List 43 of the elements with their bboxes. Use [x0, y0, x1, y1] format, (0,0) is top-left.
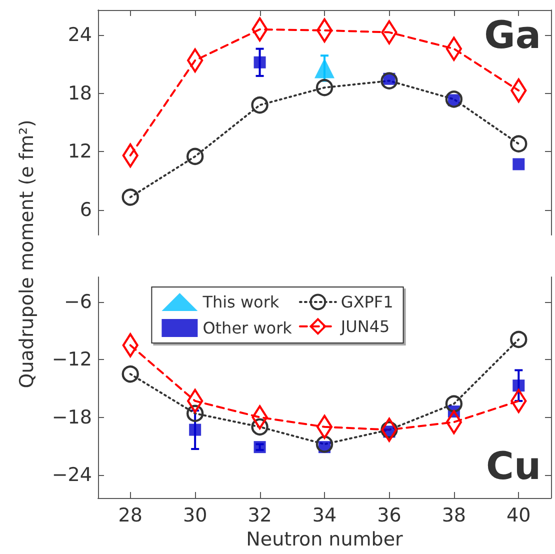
point [122, 365, 139, 383]
point [186, 404, 204, 422]
point [512, 158, 525, 170]
point [380, 421, 398, 438]
y-tick-label: −6 [64, 290, 92, 313]
point [254, 56, 266, 68]
y-axis-title: Quadrupole moment (e fm²) [16, 120, 38, 388]
x-tick-label: 34 [312, 504, 337, 526]
point [189, 424, 202, 436]
x-tick-label: 32 [248, 504, 272, 526]
point [251, 418, 268, 436]
y-tick-label: −18 [52, 406, 92, 428]
point [512, 380, 525, 392]
point [510, 135, 528, 152]
point [510, 330, 528, 348]
point [251, 96, 268, 114]
point [314, 58, 334, 78]
y-tick-label: −12 [52, 348, 92, 371]
x-tick-label: 36 [377, 504, 402, 526]
annotation: Cu [486, 444, 542, 488]
point [316, 78, 334, 96]
y-tick-label: 24 [68, 24, 92, 46]
legend-label: GXPF1 [340, 292, 394, 312]
y-tick-label: 18 [68, 82, 92, 104]
x-tick-label: 38 [442, 504, 466, 526]
y-tick-label: 12 [68, 140, 92, 163]
x-tick-label: 40 [506, 504, 531, 526]
legend-label: JUN45 [340, 316, 390, 336]
point [316, 436, 334, 453]
annotation: Ga [484, 13, 542, 57]
point [445, 90, 463, 108]
point [445, 395, 463, 412]
legend-label: Other work [202, 318, 293, 338]
point [254, 441, 266, 454]
point [380, 72, 398, 90]
point [122, 188, 139, 206]
x-tick-label: 28 [118, 504, 142, 526]
y-tick-label: 6 [80, 198, 92, 221]
x-tick-label: 30 [182, 504, 208, 526]
y-tick-label: −24 [52, 464, 92, 486]
point [186, 148, 204, 166]
legend-label: This work [202, 292, 280, 312]
x-axis-title: Neutron number [246, 528, 404, 550]
